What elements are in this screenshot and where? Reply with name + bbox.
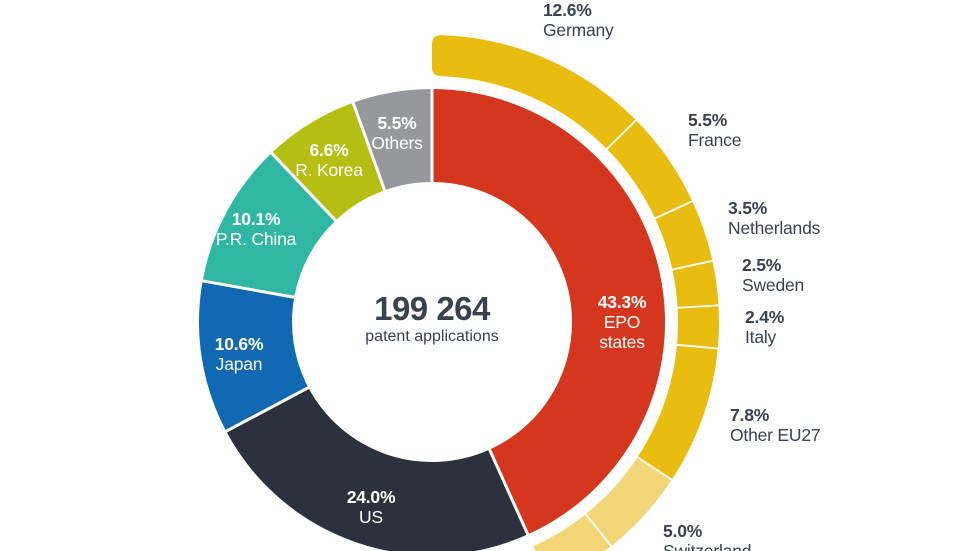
- percentage-value: 7.8%: [730, 405, 770, 425]
- arc-label-germany: 12.6% Germany: [543, 0, 614, 40]
- segment-name: Netherlands: [728, 217, 821, 238]
- segment-name: Japan: [215, 354, 263, 374]
- donut-segment-divider: [269, 150, 339, 223]
- arc-label-netherlands: 3.5% Netherlands: [728, 198, 821, 238]
- segment-name: Italy: [745, 326, 777, 347]
- arc-segment-other-eu27: [637, 344, 718, 480]
- arc-segment-divider: [604, 118, 639, 152]
- segment-name: Others: [371, 133, 423, 153]
- donut-segment-divider: [487, 447, 530, 537]
- segment-name: Germany: [543, 19, 614, 40]
- percentage-value: 5.0%: [663, 521, 703, 541]
- percentage-value: 3.5%: [728, 198, 768, 218]
- donut-segment-r-korea: [271, 102, 385, 221]
- segment-name: Switzerland: [663, 540, 752, 551]
- arc-segment-divider: [635, 455, 674, 482]
- donut-segment-epo-states: [432, 89, 666, 535]
- total-applications-caption: patent applications: [365, 328, 499, 345]
- percentage-value: 24.0%: [346, 487, 396, 507]
- percentage-value: 5.5%: [688, 110, 728, 130]
- percentage-value: 2.4%: [745, 307, 785, 327]
- arc-segment-netherlands: [655, 201, 713, 270]
- donut-center-label: 199 264 patent applications: [365, 292, 498, 346]
- arc-segment-divider: [670, 259, 715, 271]
- percentage-value: 5.5%: [377, 113, 417, 133]
- percentage-value: 43.3%: [597, 292, 647, 312]
- percentage-value: 10.1%: [231, 209, 281, 229]
- arc-segment-switzerland: [585, 457, 672, 547]
- arc-label-sweden: 2.5% Sweden: [742, 255, 805, 295]
- segment-name: R. Korea: [295, 160, 363, 180]
- donut-segment-japan: [198, 280, 309, 432]
- donut-segment-divider: [223, 385, 311, 434]
- percentage-value: 12.6%: [543, 0, 592, 20]
- arc-label-switzerland: 5.0% Switzerland: [663, 521, 752, 551]
- arc-segment-sweden: [672, 260, 719, 308]
- segment-name: states: [599, 332, 645, 352]
- arc-segment-divider: [583, 511, 614, 549]
- donut-label-others: 5.5% Others: [371, 113, 423, 153]
- donut-label-p-r-china: 10.1% P.R. China: [215, 209, 297, 249]
- donut-segment-us: [226, 387, 528, 551]
- segment-name: Sweden: [742, 274, 805, 295]
- arc-segment-remainder: [533, 514, 612, 551]
- percentage-value: 6.6%: [309, 140, 349, 160]
- donut-label-r-korea: 6.6% R. Korea: [295, 140, 363, 180]
- donut-label-us: 24.0% US: [347, 487, 396, 527]
- arc-label-france: 5.5% France: [688, 110, 742, 150]
- total-applications-value: 199 264: [374, 290, 490, 327]
- arc-segment-divider: [652, 199, 695, 221]
- segment-name: US: [359, 507, 383, 527]
- donut-segment-others: [353, 89, 432, 191]
- donut-segment-divider: [351, 100, 387, 193]
- arc-segment-germany: [432, 35, 637, 150]
- arc-segment-divider: [674, 343, 720, 350]
- arc-segment-divider: [675, 304, 721, 309]
- percentage-value: 10.6%: [214, 334, 264, 354]
- segment-name: France: [688, 129, 742, 150]
- segment-name: Other EU27: [730, 424, 821, 445]
- donut-segment-divider: [200, 279, 297, 300]
- segment-name: P.R. China: [215, 229, 297, 249]
- segment-name: EPO: [603, 312, 641, 332]
- donut-label-epo-states: 43.3% EPO states: [598, 292, 647, 352]
- donut-segment-p-r-china: [202, 153, 336, 298]
- arc-label-italy: 2.4% Italy: [745, 307, 785, 347]
- arc-segment-france: [606, 120, 693, 219]
- percentage-value: 2.5%: [742, 255, 782, 275]
- arc-segment-italy: [676, 305, 720, 349]
- arc-label-other-eu27: 7.8% Other EU27: [730, 405, 821, 445]
- donut-label-japan: 10.6% Japan: [215, 334, 264, 374]
